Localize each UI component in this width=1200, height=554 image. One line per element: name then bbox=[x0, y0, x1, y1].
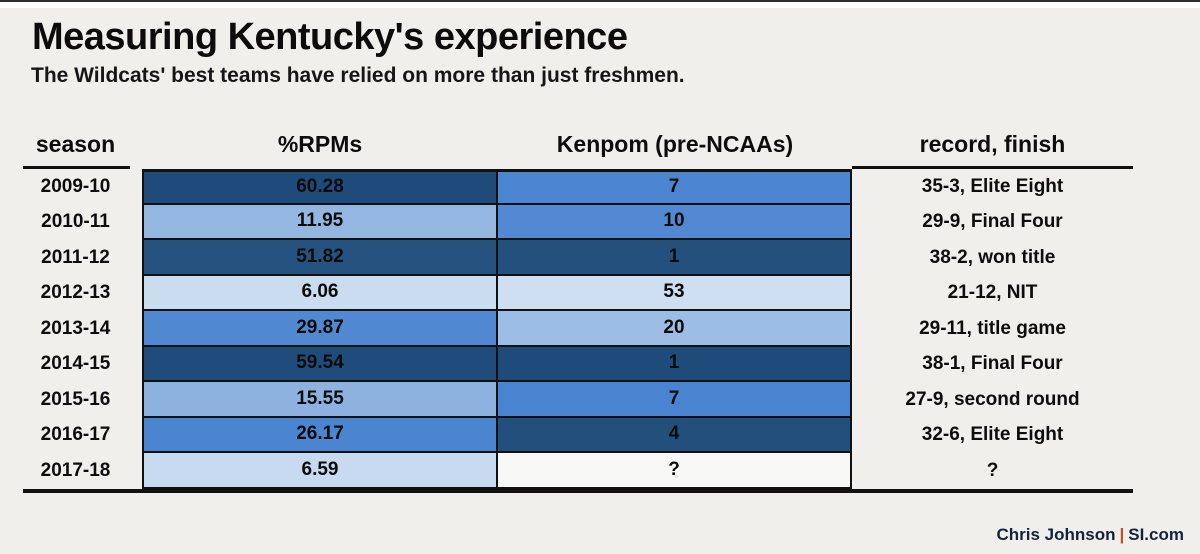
kenpom-cell: 4 bbox=[498, 417, 852, 453]
season-cell: 2011-12 bbox=[41, 246, 110, 268]
table-row: 2013-14 29.87 20 29-11, title game bbox=[23, 311, 1133, 347]
rpm-cell: 11.95 bbox=[142, 204, 498, 240]
season-cell: 2009-10 bbox=[40, 175, 111, 197]
record-cell: 38-1, Final Four bbox=[922, 353, 1063, 375]
byline: Chris Johnson | SI.com bbox=[996, 525, 1184, 545]
table-row: 2010-11 11.95 10 29-9, Final Four bbox=[23, 204, 1133, 240]
record-cell: 35-3, Elite Eight bbox=[921, 175, 1064, 197]
record-cell: 38-2, won title bbox=[929, 246, 1056, 268]
kenpom-cell: 1 bbox=[498, 346, 852, 382]
experience-table: season %RPMs Kenpom (pre-NCAAs) record, … bbox=[23, 120, 1133, 493]
rpm-cell: 29.87 bbox=[142, 311, 498, 347]
column-header-kenpom: Kenpom (pre-NCAAs) bbox=[556, 131, 794, 157]
byline-separator: | bbox=[1119, 525, 1125, 544]
rpm-cell: 6.59 bbox=[142, 453, 498, 489]
table-header-row: season %RPMs Kenpom (pre-NCAAs) record, … bbox=[23, 120, 1133, 166]
season-header-rule bbox=[23, 166, 130, 169]
season-cell: 2014-15 bbox=[40, 353, 111, 375]
page-title: Measuring Kentucky's experience bbox=[32, 16, 628, 58]
chart-background: Measuring Kentucky's experience The Wild… bbox=[0, 8, 1200, 554]
kenpom-cell: 7 bbox=[498, 382, 852, 418]
top-border-line bbox=[0, 0, 1200, 2]
kenpom-cell: 53 bbox=[498, 275, 852, 311]
table-row: 2015-16 15.55 7 27-9, second round bbox=[23, 382, 1133, 418]
kenpom-cell: 20 bbox=[498, 311, 852, 347]
column-header-record: record, finish bbox=[919, 131, 1066, 157]
byline-author: Chris Johnson bbox=[996, 525, 1116, 544]
record-cell: 29-11, title game bbox=[919, 317, 1066, 339]
table-row: 2016-17 26.17 4 32-6, Elite Eight bbox=[23, 417, 1133, 453]
table-row: 2014-15 59.54 1 38-1, Final Four bbox=[23, 346, 1133, 382]
record-cell: ? bbox=[986, 459, 999, 481]
table-bottom-rule bbox=[23, 488, 1133, 493]
rpm-cell: 6.06 bbox=[142, 275, 498, 311]
record-cell: 29-9, Final Four bbox=[922, 211, 1063, 233]
kenpom-cell: ? bbox=[498, 453, 852, 489]
byline-source: SI.com bbox=[1128, 525, 1184, 544]
table-body: 2009-10 60.28 7 35-3, Elite Eight 2010-1… bbox=[23, 169, 1133, 489]
season-cell: 2017-18 bbox=[40, 459, 111, 481]
rpm-cell: 15.55 bbox=[142, 382, 498, 418]
page-subtitle: The Wildcats' best teams have relied on … bbox=[31, 64, 685, 87]
season-cell: 2016-17 bbox=[40, 424, 111, 446]
rpm-cell: 59.54 bbox=[142, 346, 498, 382]
kenpom-cell: 1 bbox=[498, 240, 852, 276]
record-header-rule bbox=[852, 166, 1133, 169]
table-row: 2009-10 60.28 7 35-3, Elite Eight bbox=[23, 169, 1133, 205]
rpm-cell: 60.28 bbox=[142, 169, 498, 205]
rpm-cell: 51.82 bbox=[142, 240, 498, 276]
table-row: 2017-18 6.59 ? ? bbox=[23, 453, 1133, 489]
season-cell: 2012-13 bbox=[40, 282, 111, 304]
kenpom-cell: 10 bbox=[498, 204, 852, 240]
season-cell: 2013-14 bbox=[40, 317, 111, 339]
record-cell: 27-9, second round bbox=[905, 388, 1080, 410]
record-cell: 21-12, NIT bbox=[947, 282, 1038, 304]
table-row: 2012-13 6.06 53 21-12, NIT bbox=[23, 275, 1133, 311]
column-header-season: season bbox=[35, 131, 116, 157]
season-cell: 2010-11 bbox=[41, 211, 110, 233]
season-cell: 2015-16 bbox=[40, 388, 111, 410]
record-cell: 32-6, Elite Eight bbox=[921, 424, 1064, 446]
table-row: 2011-12 51.82 1 38-2, won title bbox=[23, 240, 1133, 276]
column-header-rpms: %RPMs bbox=[277, 131, 363, 157]
kenpom-cell: 7 bbox=[498, 169, 852, 205]
rpm-cell: 26.17 bbox=[142, 417, 498, 453]
